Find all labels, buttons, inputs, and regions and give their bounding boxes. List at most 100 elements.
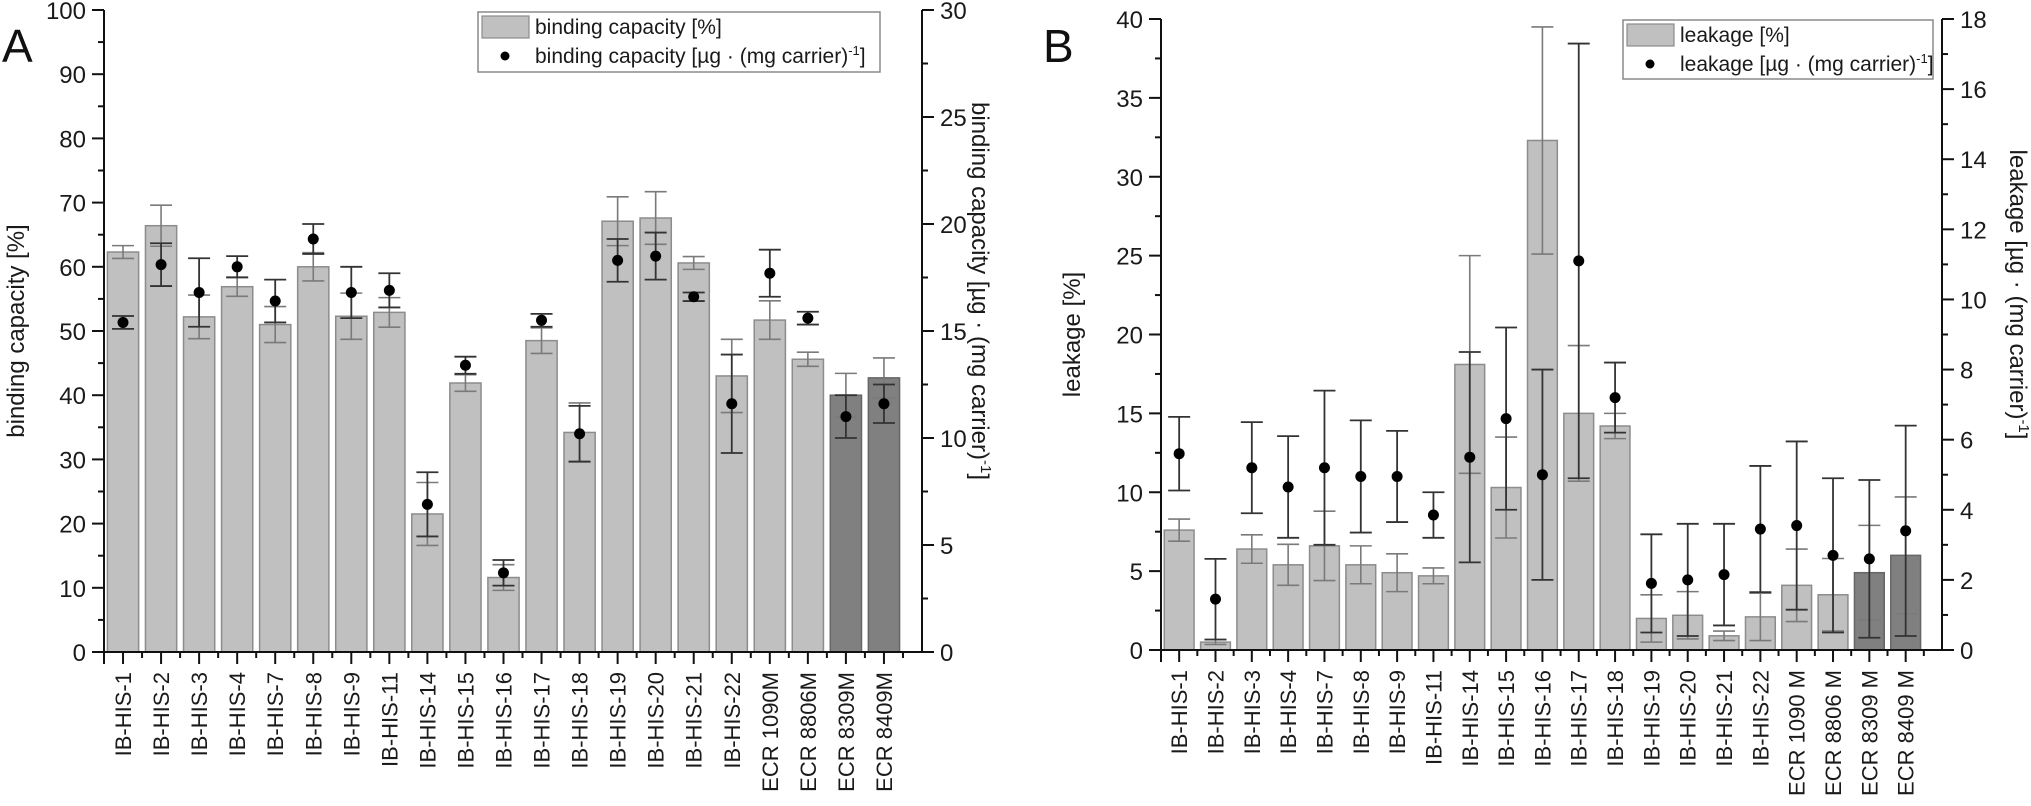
legend-box: [477, 11, 881, 73]
bar-ib-his-18: [1599, 425, 1631, 651]
point-ib-his-7: [269, 295, 281, 307]
bar-ib-his-2: [144, 224, 178, 653]
point-ecr-8409-m: [1900, 525, 1912, 537]
bar-ib-his-21: [677, 262, 711, 653]
category-label: IB-HIS-19: [606, 672, 631, 769]
point-group-ib-his-17: [1567, 42, 1590, 480]
point-group-ib-his-3: [1240, 421, 1263, 515]
bar-ib-his-22: [715, 375, 749, 653]
y-tick-label-right: 12: [1960, 217, 1987, 244]
y-tick-label-right: 10: [1960, 287, 1987, 314]
point-ib-his-21: [688, 291, 700, 303]
point-group-ib-his-16: [492, 559, 515, 587]
category-label: IB-HIS-18: [1603, 670, 1628, 767]
point-ib-his-8: [307, 233, 319, 245]
tick-labels-layer: 0 10 20 30 40 50 60 70 80 90 100 0 5 10 15 20 25 30: [46, 0, 967, 667]
category-label: ECR 8409 M: [1894, 670, 1919, 796]
point-group-ecr-8309-m: [1858, 479, 1881, 639]
point-ib-his-3: [1246, 462, 1258, 474]
point-ib-his-7: [1318, 462, 1330, 474]
point-group-ib-his-9: [340, 265, 363, 320]
bar-ib-his-4: [220, 285, 254, 653]
y-tick-label-right: 5: [940, 533, 953, 560]
panel-letter-b: B: [1043, 20, 1074, 72]
point-ib-his-19: [612, 254, 624, 266]
bar-error-ib-his-22: [1749, 592, 1772, 642]
y-tick-label-right: 30: [940, 0, 967, 25]
point-group-ib-his-15: [1495, 326, 1518, 511]
y-tick-label-right: 20: [940, 212, 967, 239]
bar-error-ib-his-3: [1240, 534, 1263, 565]
bar-error-ib-his-8: [1349, 545, 1372, 585]
point-ecr-8309m: [840, 411, 852, 423]
point-group-ib-his-18: [568, 404, 591, 463]
bar-error-ecr-8806m: [796, 351, 819, 368]
axes-layer: [1149, 18, 1954, 662]
category-label: IB-HIS-15: [1494, 670, 1519, 767]
bar-ib-his-11: [372, 311, 406, 653]
bar-error-ib-his-1: [1168, 518, 1191, 542]
point-ib-his-8: [1355, 470, 1367, 482]
category-label: IB-HIS-2: [1203, 670, 1228, 754]
bar-ecr-1090m: [753, 319, 787, 653]
y-tick-label-left: 30: [1116, 165, 1143, 192]
y-axis-title-right-group: binding capacity [µg · (mg carrier)-1]: [966, 102, 994, 480]
legend-label-point-superscript: -1: [848, 43, 860, 58]
y-tick-label-right: 8: [1960, 358, 1973, 385]
point-group-ib-his-22: [720, 353, 743, 454]
category-label: IB-HIS-3: [187, 672, 212, 756]
bar-ib-his-7: [258, 323, 292, 653]
bar-ib-his-18: [563, 431, 596, 653]
y-tick-label-right: 6: [1960, 428, 1973, 455]
y-tick-label-right: 25: [940, 105, 967, 132]
bar-ib-his-15: [449, 382, 482, 653]
panel-b-leakage-chart: B 0 5 10 15 20 25 30 35 40 0 2 4 6 8 10 12 14 16 18 IB-HIS…: [1043, 7, 2031, 796]
category-label: IB-HIS-15: [453, 672, 478, 769]
point-group-ib-his-21: [682, 291, 705, 303]
category-label: IB-HIS-22: [720, 672, 745, 769]
category-labels-layer: IB-HIS-1 IB-HIS-2 IB-HIS-3 IB-HIS-4 IB-HIS-7…: [111, 672, 897, 792]
points-layer: [112, 223, 895, 587]
point-group-ecr-8409-m: [1894, 424, 1917, 637]
point-ib-his-17: [1573, 255, 1585, 267]
bar-ib-his-20: [639, 217, 673, 653]
point-ib-his-20: [650, 250, 662, 262]
category-label: IB-HIS-11: [377, 672, 402, 767]
category-label: IB-HIS-7: [263, 672, 288, 756]
bar-ib-his-11: [1417, 575, 1450, 651]
category-label: IB-HIS-8: [301, 672, 326, 756]
legend-swatch-bar: [481, 15, 530, 39]
category-labels-layer: IB-HIS-1 IB-HIS-2 IB-HIS-3 IB-HIS-4 IB-HIS-7…: [1167, 670, 1919, 796]
point-group-ib-his-14: [1458, 351, 1481, 564]
category-label: ECR 8806M: [796, 672, 821, 792]
point-group-ib-his-22: [1749, 465, 1772, 594]
point-group-ib-his-19: [1640, 533, 1663, 634]
category-label: IB-HIS-4: [1276, 670, 1301, 754]
category-label: IB-HIS-3: [1240, 670, 1265, 754]
category-label: IB-HIS-17: [530, 672, 555, 769]
legend-label-bar: leakage [%]: [1680, 24, 1790, 47]
category-label: IB-HIS-1: [1167, 670, 1192, 754]
point-ib-his-19: [1645, 577, 1657, 589]
point-group-ecr-8806m: [796, 310, 819, 326]
point-group-ib-his-7: [264, 278, 287, 324]
point-group-ib-his-15: [454, 355, 477, 375]
category-label: IB-HIS-18: [568, 672, 593, 769]
point-group-ib-his-21: [1713, 522, 1736, 627]
legend-label-point-close: ]: [860, 45, 866, 68]
bar-ib-his-17: [525, 339, 558, 653]
point-ib-his-2: [155, 259, 167, 271]
category-label: ECR 8806 M: [1821, 670, 1846, 796]
point-ib-his-11: [383, 284, 395, 296]
point-group-ib-his-9: [1386, 430, 1409, 523]
point-group-ib-his-1: [1168, 415, 1191, 492]
category-label: IB-HIS-19: [1639, 670, 1664, 767]
y-tick-label-left: 35: [1116, 86, 1143, 113]
y-tick-label-right: 2: [1960, 568, 1973, 595]
point-ib-his-11: [1427, 509, 1439, 521]
point-ib-his-9: [345, 286, 357, 298]
legend-swatch-bar: [1626, 23, 1675, 47]
legend-box: [1622, 19, 1934, 80]
y-axis-title-right-main: leakage [µg · (mg carrier): [2004, 150, 2031, 420]
